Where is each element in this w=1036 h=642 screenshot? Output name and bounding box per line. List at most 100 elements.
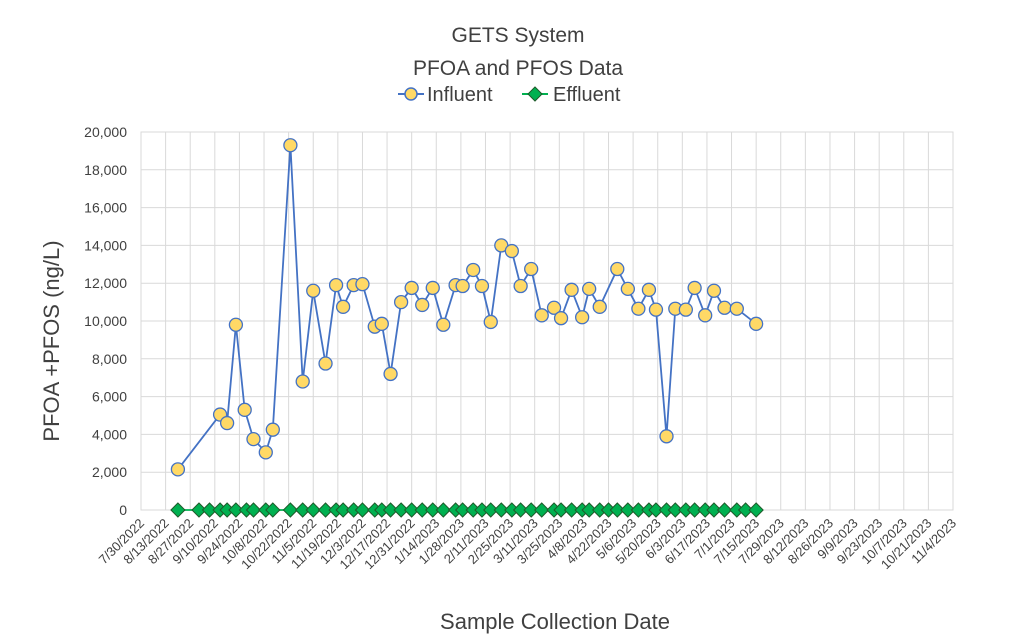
legend-label-effluent: Effluent (553, 84, 621, 106)
data-point-influent (455, 278, 470, 294)
data-point-influent (295, 374, 310, 389)
data-point-effluent (393, 502, 409, 518)
data-point-influent (393, 294, 409, 310)
data-point-effluent (620, 502, 636, 518)
data-point-effluent (382, 502, 399, 518)
data-point-influent (258, 445, 273, 460)
data-point-influent (306, 283, 321, 298)
y-tick-label: 4,000 (92, 426, 127, 442)
data-point-influent (374, 316, 389, 331)
data-point-effluent (483, 502, 499, 518)
data-point-influent (659, 429, 674, 444)
y-axis-ticks: 0 2,000 4,000 6,000 8,000 10,000 12,000 14,000 1… (84, 124, 127, 518)
data-point-effluent (563, 502, 580, 518)
data-point-influent (474, 278, 490, 294)
y-tick-label: 12,000 (84, 275, 127, 291)
data-point-effluent (414, 502, 430, 518)
data-point-influent (698, 308, 713, 323)
data-point-influent (534, 308, 549, 323)
series-influent (170, 138, 764, 477)
data-point-effluent (630, 502, 647, 518)
data-point-effluent (294, 502, 311, 518)
data-point-influent (466, 262, 481, 278)
data-point-effluent (686, 502, 703, 518)
data-point-effluent (354, 502, 371, 518)
data-point-effluent (201, 502, 218, 518)
data-point-influent (620, 281, 635, 297)
data-point-effluent (425, 502, 441, 518)
data-point-influent (749, 316, 764, 331)
series-effluent (170, 502, 764, 518)
data-point-influent (717, 300, 732, 315)
y-tick-label: 20,000 (84, 124, 127, 140)
data-point-effluent (282, 502, 299, 518)
data-point-influent (265, 422, 280, 437)
data-point-influent (335, 299, 351, 314)
data-point-influent (170, 462, 186, 477)
data-point-influent (524, 261, 539, 277)
chart-subtitle: PFOA and PFOS Data (413, 57, 623, 80)
data-point-effluent (265, 502, 281, 518)
data-point-effluent (317, 502, 334, 518)
data-point-influent (318, 356, 333, 371)
data-point-influent (641, 282, 657, 297)
data-point-effluent (667, 502, 684, 518)
y-tick-label: 8,000 (92, 351, 127, 367)
data-point-influent (687, 280, 702, 296)
data-point-influent (575, 310, 590, 325)
data-point-influent (631, 301, 646, 316)
data-point-influent (706, 283, 722, 298)
data-point-effluent (170, 502, 186, 518)
data-point-influent (383, 366, 398, 382)
y-tick-label: 2,000 (92, 464, 127, 480)
data-point-effluent (748, 502, 764, 518)
data-point-influent (564, 282, 579, 297)
series (170, 138, 764, 518)
y-tick-label: 0 (119, 502, 127, 518)
data-point-influent (546, 300, 562, 315)
data-point-influent (610, 261, 625, 277)
data-point-effluent (648, 502, 664, 518)
data-point-influent (328, 277, 344, 293)
data-point-effluent (228, 502, 244, 518)
data-point-influent (355, 276, 370, 292)
data-point-influent (582, 281, 597, 297)
data-point-effluent (737, 502, 754, 518)
data-point-influent (592, 299, 607, 314)
data-point-effluent (245, 502, 262, 518)
data-point-effluent (305, 502, 321, 518)
data-point-effluent (454, 502, 471, 518)
data-point-influent (425, 280, 440, 296)
data-point-influent (553, 311, 569, 326)
data-point-influent (283, 138, 298, 153)
data-point-influent (415, 297, 430, 313)
x-axis-ticks: 7/30/20228/13/20228/27/20229/10/20229/24… (96, 516, 960, 573)
data-point-influent (436, 317, 451, 332)
data-point-influent (246, 431, 261, 447)
y-tick-label: 10,000 (84, 313, 127, 329)
data-point-effluent (706, 502, 722, 518)
data-point-influent (729, 301, 744, 316)
data-point-influent (483, 314, 498, 330)
data-point-effluent (191, 502, 207, 518)
legend-label-influent: Influent (427, 84, 493, 106)
x-axis-title: Sample Collection Date (440, 609, 670, 634)
data-point-influent (237, 402, 252, 417)
data-point-effluent (716, 502, 733, 518)
data-point-effluent (512, 502, 529, 518)
legend-item-effluent: Effluent (522, 84, 621, 106)
data-point-influent (219, 415, 235, 431)
data-point-influent (504, 243, 519, 259)
y-axis-title: PFOA +PFOS (ng/L) (39, 240, 64, 441)
data-point-effluent (335, 502, 351, 518)
data-point-influent (678, 302, 693, 317)
legend-marker-influent (404, 87, 418, 101)
gridlines (140, 131, 954, 511)
y-tick-label: 16,000 (84, 200, 127, 216)
data-point-influent (228, 317, 244, 332)
data-point-effluent (581, 502, 597, 518)
data-point-effluent (403, 502, 420, 518)
legend: Influent Effluent (398, 84, 621, 106)
